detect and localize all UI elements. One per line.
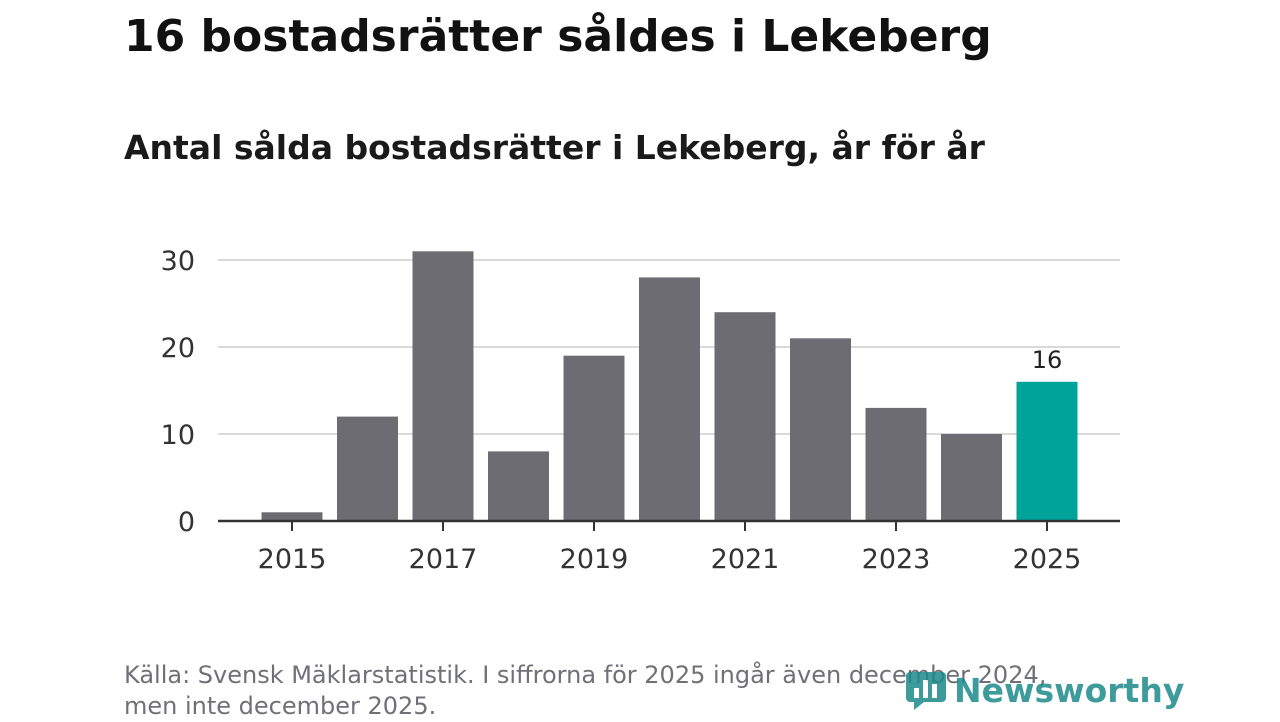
source-line-1: Källa: Svensk Mäklarstatistik. I siffror… — [124, 661, 1047, 689]
labels: 0 10 20 30 16 2015 2017 2019 2021 2023 2025 — [161, 246, 1082, 575]
axes — [218, 519, 1120, 531]
bar-2021 — [714, 312, 776, 521]
bar-2023 — [865, 407, 927, 521]
bar-2017 — [412, 251, 474, 522]
x-tick-label-2021: 2021 — [711, 544, 780, 575]
newsworthy-logo: Newsworthy — [904, 668, 1184, 712]
bar-2020 — [639, 277, 700, 521]
y-tick-label-20: 20 — [161, 333, 195, 364]
bars — [261, 251, 1078, 522]
chart-subtitle: Antal sålda bostadsrätter i Lekeberg, år… — [124, 128, 985, 167]
x-tick-label-2025: 2025 — [1013, 544, 1082, 575]
bar-2015 — [261, 512, 323, 521]
bar-2018 — [488, 451, 549, 521]
x-tick-label-2023: 2023 — [862, 544, 931, 575]
y-tick-label-10: 10 — [161, 420, 195, 451]
x-tick-label-2015: 2015 — [258, 544, 327, 575]
y-tick-label-30: 30 — [161, 246, 195, 277]
source-line-2: men inte december 2025. — [124, 692, 437, 720]
y-tick-label-0: 0 — [178, 507, 195, 538]
data-label-2025: 16 — [1032, 346, 1063, 374]
bar-2022 — [790, 338, 851, 521]
x-tick-label-2019: 2019 — [560, 544, 629, 575]
newsworthy-logo-text: Newsworthy — [954, 670, 1185, 710]
bar-2025 — [1016, 381, 1078, 521]
bar-2016 — [337, 416, 398, 521]
bar-2019 — [563, 355, 625, 521]
source-note: Källa: Svensk Mäklarstatistik. I siffror… — [124, 660, 1124, 722]
x-tick-label-2017: 2017 — [409, 544, 478, 575]
newsworthy-logo-icon — [906, 672, 946, 710]
bar-2024 — [941, 434, 1002, 521]
chart-title: 16 bostadsrätter såldes i Lekeberg — [124, 11, 992, 62]
